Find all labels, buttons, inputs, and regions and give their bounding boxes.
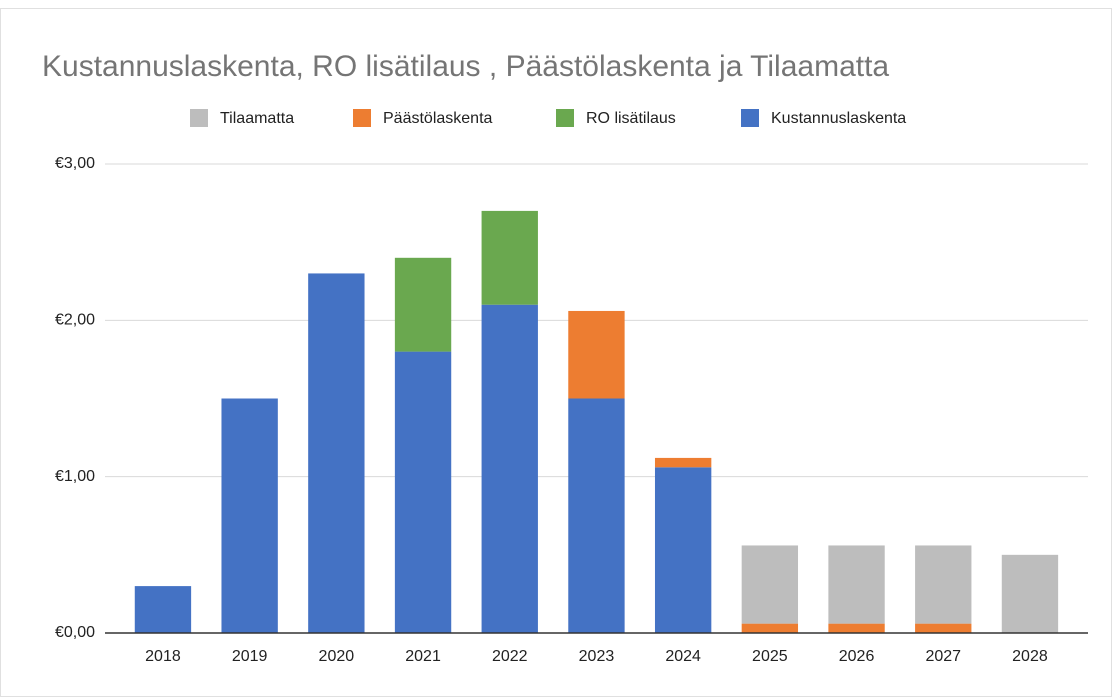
x-tick-label: 2018	[145, 648, 181, 665]
legend-label: Päästölaskenta	[383, 110, 493, 127]
bar-segment	[394, 351, 452, 633]
y-tick-label: €2,00	[55, 312, 95, 329]
x-tick-label: 2022	[492, 648, 528, 665]
bar-segment	[915, 545, 972, 624]
x-tick-label: 2020	[319, 648, 355, 665]
x-tick-label: 2025	[752, 648, 788, 665]
legend-label: Tilaamatta	[220, 110, 294, 127]
x-tick-label: 2021	[405, 648, 441, 665]
bar-segment	[568, 310, 625, 399]
chart-title: Kustannuslaskenta, RO lisätilaus , Pääst…	[42, 50, 889, 83]
bar-segment	[654, 457, 712, 468]
legend-swatch	[190, 109, 208, 127]
x-tick-label: 2026	[839, 648, 875, 665]
x-tick-label: 2019	[232, 648, 268, 665]
y-tick-label: €3,00	[55, 155, 95, 172]
y-tick-label: €0,00	[55, 624, 95, 641]
x-tick-label: 2028	[1012, 648, 1048, 665]
legend-swatch	[556, 109, 574, 127]
bar-segment	[741, 623, 799, 633]
x-tick-label: 2024	[665, 648, 701, 665]
legend-swatch	[741, 109, 759, 127]
bar-segment	[828, 545, 885, 624]
bar-segment	[481, 210, 538, 305]
legend-label: Kustannuslaskenta	[771, 110, 906, 127]
bar-segment	[1001, 554, 1059, 633]
bar-segment	[394, 257, 452, 352]
bar-segment	[915, 623, 972, 633]
bar-segment	[308, 273, 365, 633]
bar-segment	[481, 304, 538, 633]
bar-segment	[828, 623, 885, 633]
y-tick-label: €1,00	[55, 468, 95, 485]
legend-label: RO lisätilaus	[586, 110, 676, 127]
x-tick-label: 2023	[579, 648, 615, 665]
bar-segment	[568, 398, 625, 633]
legend-swatch	[353, 109, 371, 127]
bar-segment	[134, 586, 192, 633]
bar-segment	[654, 467, 712, 633]
x-tick-label: 2027	[925, 648, 961, 665]
bar-segment	[221, 398, 278, 633]
bar-segment	[741, 545, 799, 624]
